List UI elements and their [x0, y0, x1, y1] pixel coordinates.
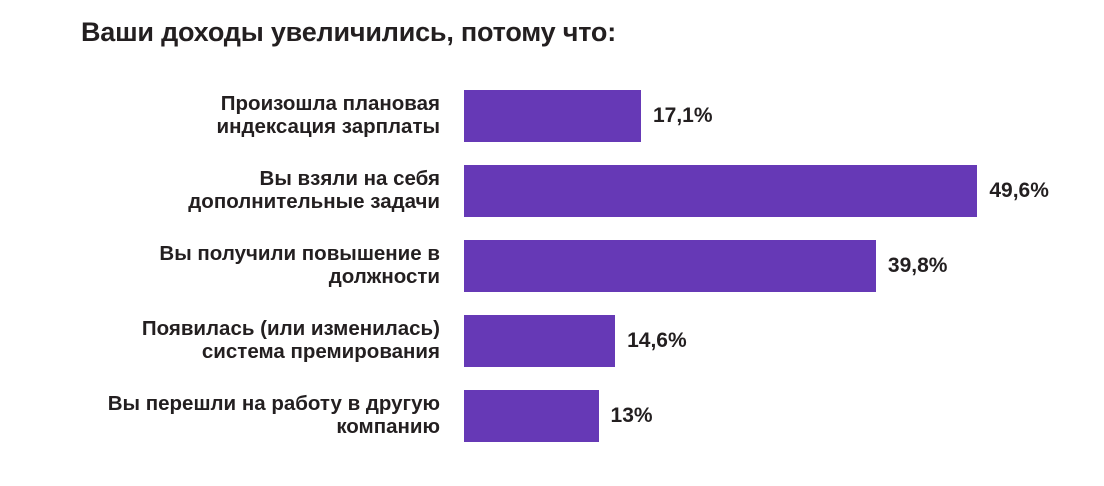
bar-row: Вы перешли на работу в другую компанию 1… [0, 378, 1104, 453]
category-label: Появилась (или изменилась) система преми… [141, 316, 440, 364]
bar-track: 14,6% [464, 314, 687, 367]
bar-value-label: 39,8% [887, 253, 948, 277]
bar-row: Вы взяли на себя дополнительные задачи 4… [0, 153, 1104, 228]
bar-value-label: 49,6% [989, 178, 1049, 202]
bar-value-label: 13% [610, 403, 653, 427]
bar-track: 39,8% [464, 239, 948, 292]
chart-title: Ваши доходы увеличились, потому что: [81, 17, 617, 47]
bar-track: 49,6% [464, 164, 1049, 217]
bar [464, 164, 978, 217]
category-label: Произошла плановая индексация зарплаты [216, 91, 441, 139]
bar [464, 89, 641, 142]
bar [464, 389, 599, 442]
category-label: Вы получили повышение в должности [159, 241, 440, 289]
bar-row: Произошла плановая индексация зарплаты 1… [0, 78, 1104, 153]
bar-row: Вы получили повышение в должности 39,8% [0, 228, 1104, 303]
bar-row: Появилась (или изменилась) система преми… [0, 303, 1104, 378]
bar-value-label: 14,6% [627, 328, 687, 352]
plot-area: Произошла плановая индексация зарплаты 1… [0, 78, 1104, 453]
bar-value-label: 17,1% [652, 103, 713, 127]
bar [464, 239, 876, 292]
bar-track: 17,1% [464, 89, 713, 142]
category-label: Вы взяли на себя дополнительные задачи [188, 166, 440, 214]
category-label: Вы перешли на работу в другую компанию [107, 391, 440, 439]
bar-track: 13% [464, 389, 653, 442]
bar [464, 314, 616, 367]
